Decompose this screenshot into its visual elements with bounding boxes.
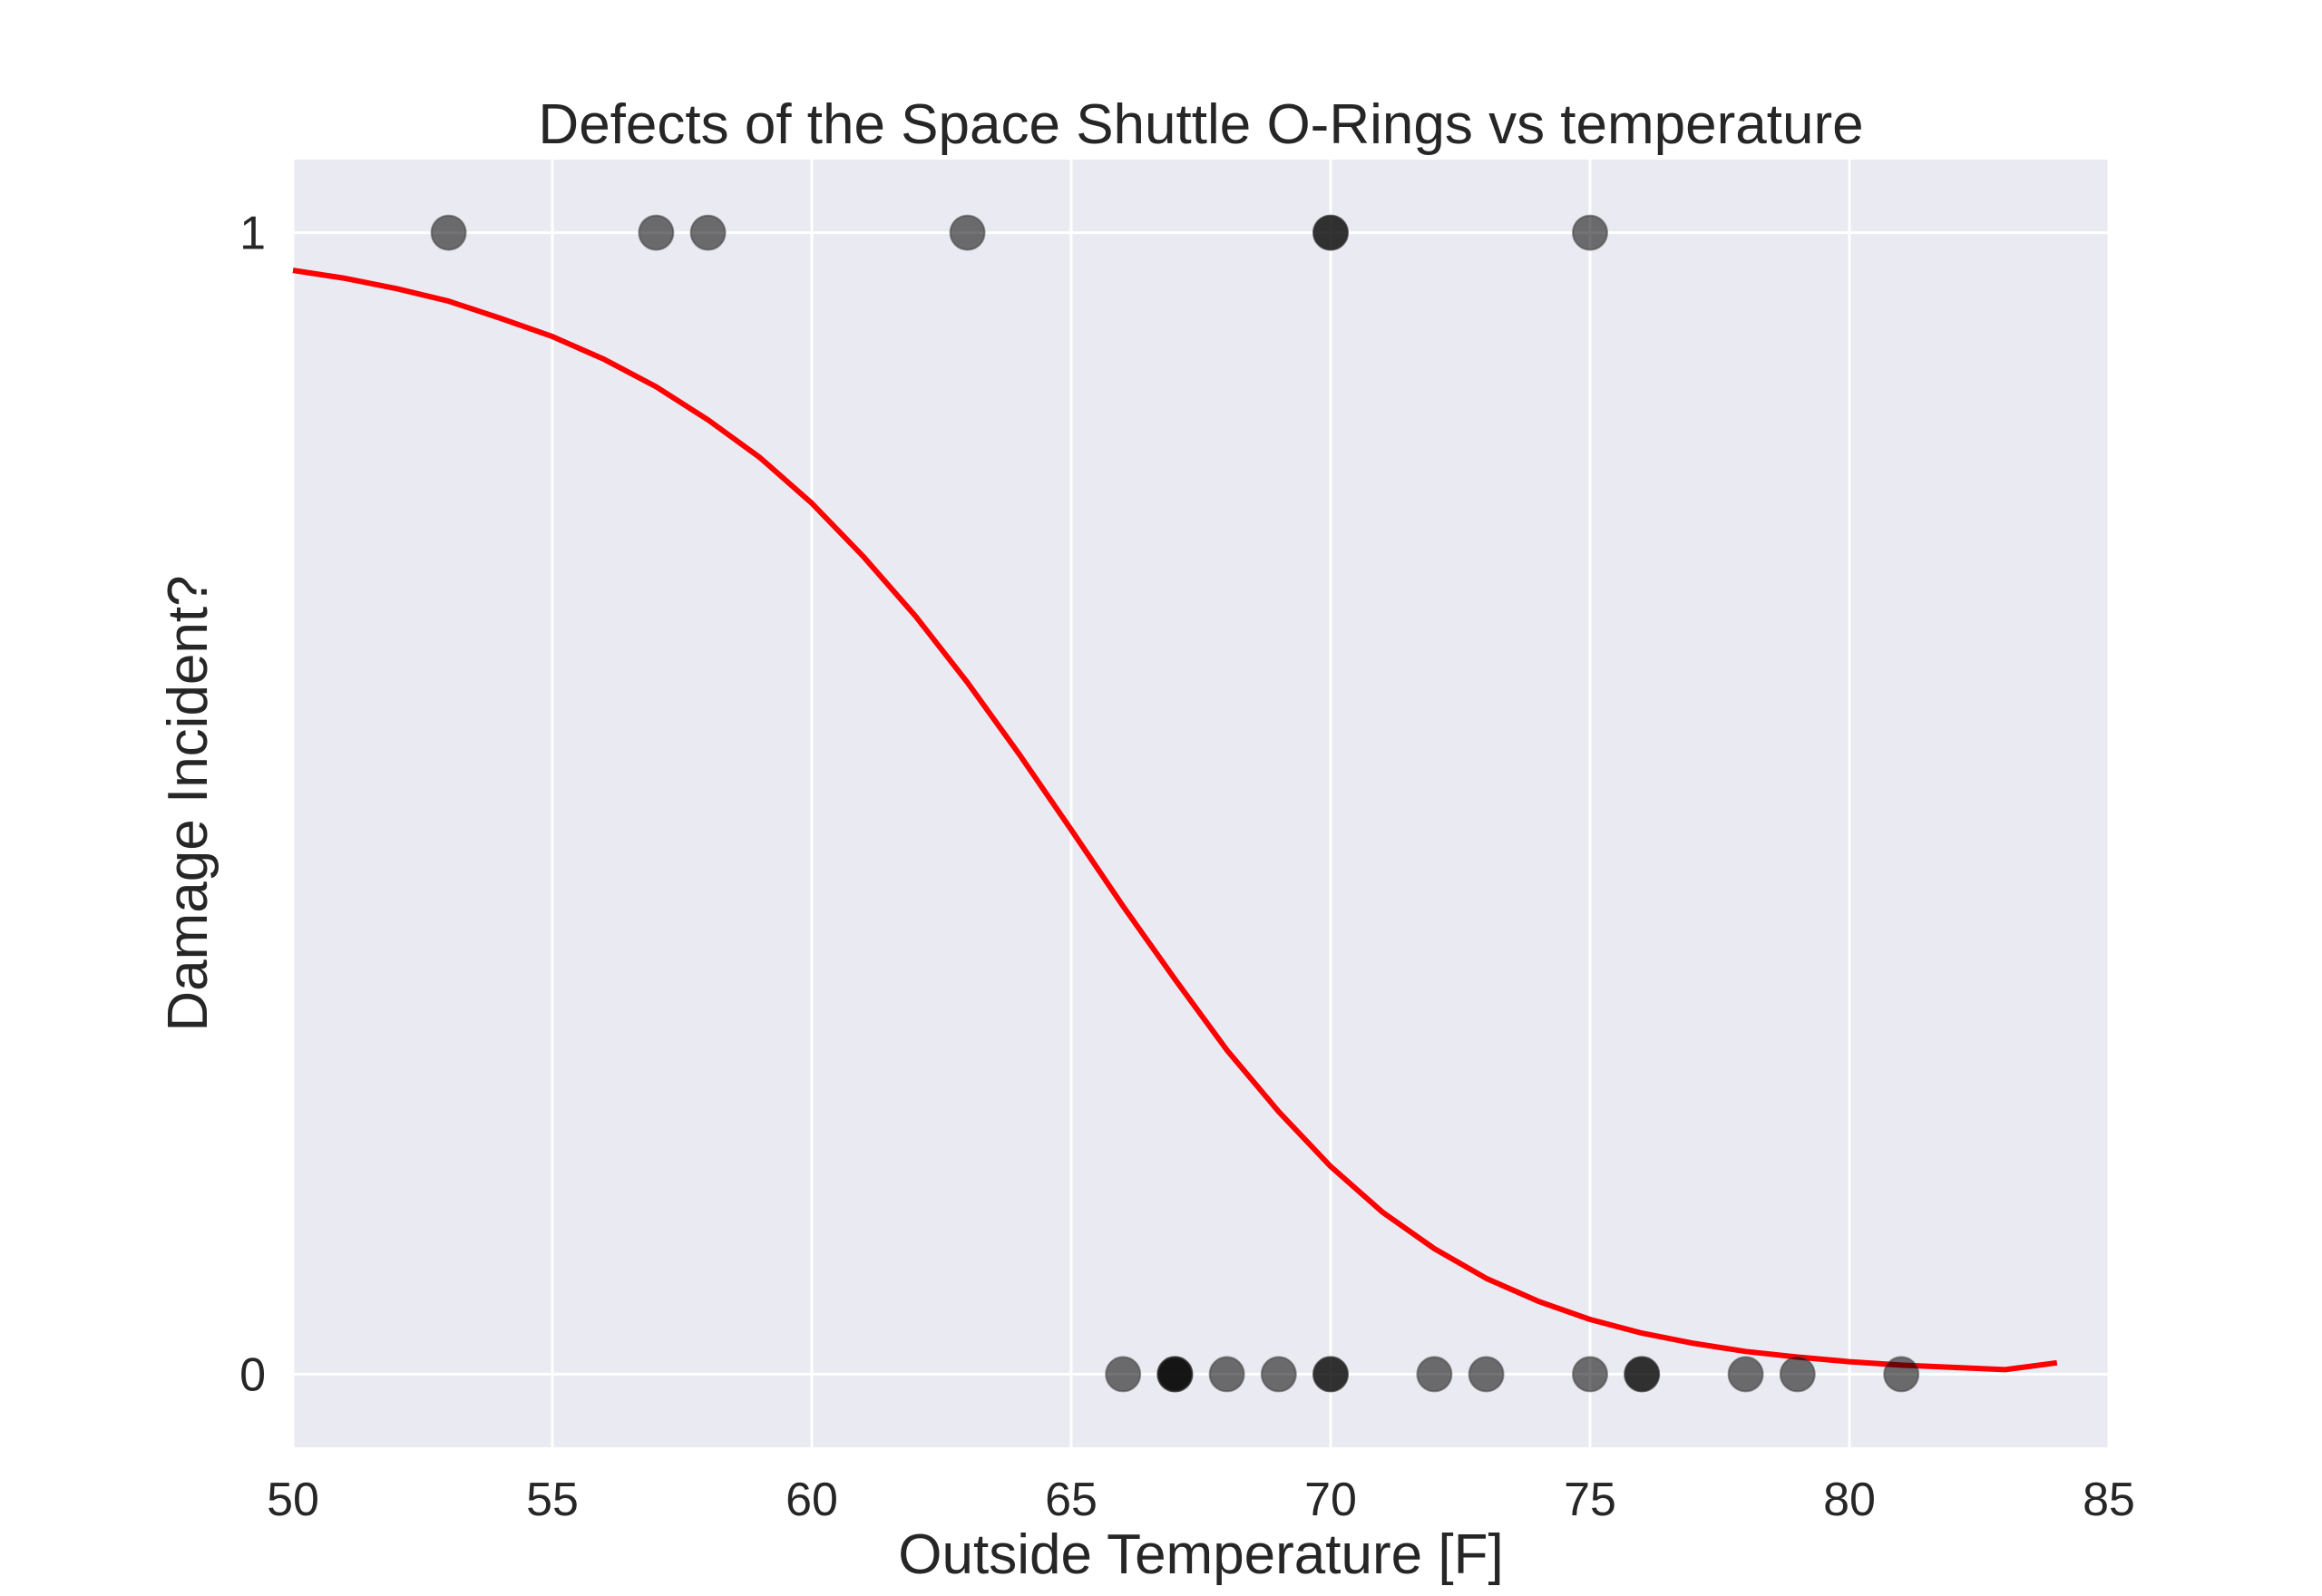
data-point — [1260, 1356, 1297, 1393]
data-point — [1312, 214, 1349, 251]
y-axis-ticks: 01 — [239, 208, 266, 1402]
y-tick-label: 1 — [239, 208, 266, 260]
scatter-points — [430, 214, 1920, 1393]
fit-curve-line — [292, 268, 2058, 1373]
data-point — [1208, 1356, 1245, 1393]
x-tick-label: 55 — [526, 1474, 579, 1526]
data-point — [1883, 1356, 1920, 1393]
data-point — [638, 214, 675, 251]
data-point — [1156, 1356, 1194, 1393]
data-point — [430, 214, 467, 251]
x-tick-label: 70 — [1304, 1474, 1357, 1526]
x-tick-label: 50 — [267, 1474, 319, 1526]
plot-area — [293, 160, 2109, 1447]
chart-title: Defects of the Space Shuttle O-Rings vs … — [538, 93, 1863, 156]
x-tick-label: 75 — [1564, 1474, 1616, 1526]
data-point — [1572, 1356, 1608, 1393]
data-point — [1624, 1356, 1661, 1393]
data-point — [689, 214, 727, 251]
data-point — [1779, 1356, 1816, 1393]
x-tick-label: 65 — [1045, 1474, 1098, 1526]
data-point — [1572, 214, 1608, 251]
data-point — [1105, 1356, 1142, 1393]
y-tick-label: 0 — [239, 1348, 266, 1401]
x-tick-label: 80 — [1823, 1474, 1876, 1526]
y-axis-label: Damage Incident? — [157, 575, 220, 1031]
x-axis-label: Outside Temperature [F] — [898, 1523, 1503, 1586]
data-point — [1312, 1356, 1349, 1393]
x-tick-label: 60 — [785, 1474, 838, 1526]
data-point — [1727, 1356, 1764, 1393]
x-tick-label: 85 — [2083, 1474, 2135, 1526]
data-point — [1468, 1356, 1505, 1393]
data-point — [1416, 1356, 1453, 1393]
logistic-fit-curve — [292, 268, 2058, 1373]
data-point — [949, 214, 986, 251]
x-axis-ticks: 50 55 60 65 70 75 80 85 — [267, 1474, 2135, 1526]
